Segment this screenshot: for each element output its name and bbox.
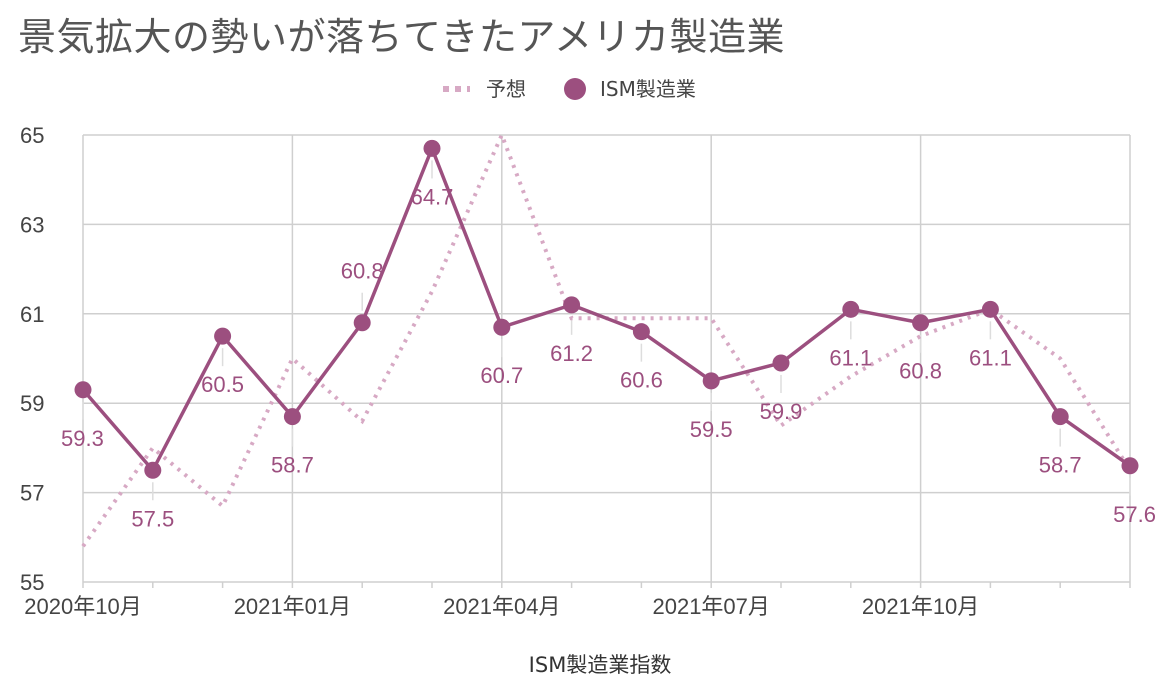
data-label: 58.7	[1039, 453, 1082, 478]
data-label: 57.5	[131, 506, 174, 531]
y-tick-label: 57	[20, 481, 44, 506]
axis-tick-labels: 55 57 59 61 63 65 2020年10月 2021年01月 2021年04月 2021…	[20, 123, 979, 619]
data-point-marker	[981, 300, 999, 318]
data-label: 59.5	[690, 417, 733, 442]
y-tick-label: 63	[20, 212, 44, 237]
legend: 予想 ISM製造業	[443, 77, 696, 101]
x-tick-label: 2021年10月	[862, 594, 979, 619]
data-point-marker	[74, 381, 92, 399]
x-tick-label: 2021年04月	[443, 594, 560, 619]
data-point-marker	[423, 139, 441, 157]
y-tick-label: 61	[20, 302, 44, 327]
data-point-marker	[632, 323, 650, 341]
data-label: 60.7	[480, 363, 523, 388]
data-label: 61.1	[829, 345, 872, 370]
data-point-marker	[144, 461, 162, 479]
y-tick-label: 65	[20, 123, 44, 148]
data-point-marker	[1051, 408, 1069, 426]
data-point-marker	[493, 318, 511, 336]
data-label: 60.6	[620, 368, 663, 393]
data-point-marker	[842, 300, 860, 318]
y-tick-label: 55	[20, 570, 44, 595]
data-point-marker	[912, 314, 930, 332]
data-point-marker	[1121, 457, 1139, 475]
chart-title: 景気拡大の勢いが落ちてきたアメリカ製造業	[18, 15, 785, 59]
data-point-marker	[702, 372, 720, 390]
data-label: 61.1	[969, 345, 1012, 370]
data-labels: 59.3 57.5 60.5 58.7 60.8 64.7 60.7 61.2 60.6 59.5…	[61, 184, 1156, 531]
data-point-marker	[353, 314, 371, 332]
data-point-marker	[772, 354, 790, 372]
data-label: 60.8	[899, 359, 942, 384]
legend-label-ism: ISM製造業	[600, 77, 696, 101]
series-lines	[81, 129, 1132, 548]
data-label: 59.9	[760, 399, 803, 424]
data-label: 60.8	[341, 259, 384, 284]
data-label: 61.2	[550, 341, 593, 366]
data-label-leaders	[82, 160, 1131, 501]
legend-label-forecast: 予想	[486, 77, 526, 101]
x-tick-label: 2021年01月	[234, 594, 351, 619]
data-point-marker	[214, 327, 232, 345]
x-tick-label: 2021年07月	[652, 594, 769, 619]
grid-lines	[82, 134, 1131, 588]
series-line-ism	[81, 146, 1132, 472]
x-axis-label: ISM製造業指数	[529, 653, 672, 677]
x-tick-label: 2020年10月	[24, 594, 141, 619]
data-point-marker	[283, 408, 301, 426]
data-point-marker	[563, 296, 581, 314]
data-markers	[74, 139, 1139, 479]
data-label: 57.6	[1113, 502, 1156, 527]
legend-swatch-ism	[564, 78, 586, 100]
data-label: 64.7	[411, 184, 454, 209]
y-tick-label: 59	[20, 391, 44, 416]
data-label: 58.7	[271, 453, 314, 478]
data-label: 60.5	[201, 372, 244, 397]
series-line-forecast	[81, 129, 1132, 548]
data-label: 59.3	[61, 426, 104, 451]
